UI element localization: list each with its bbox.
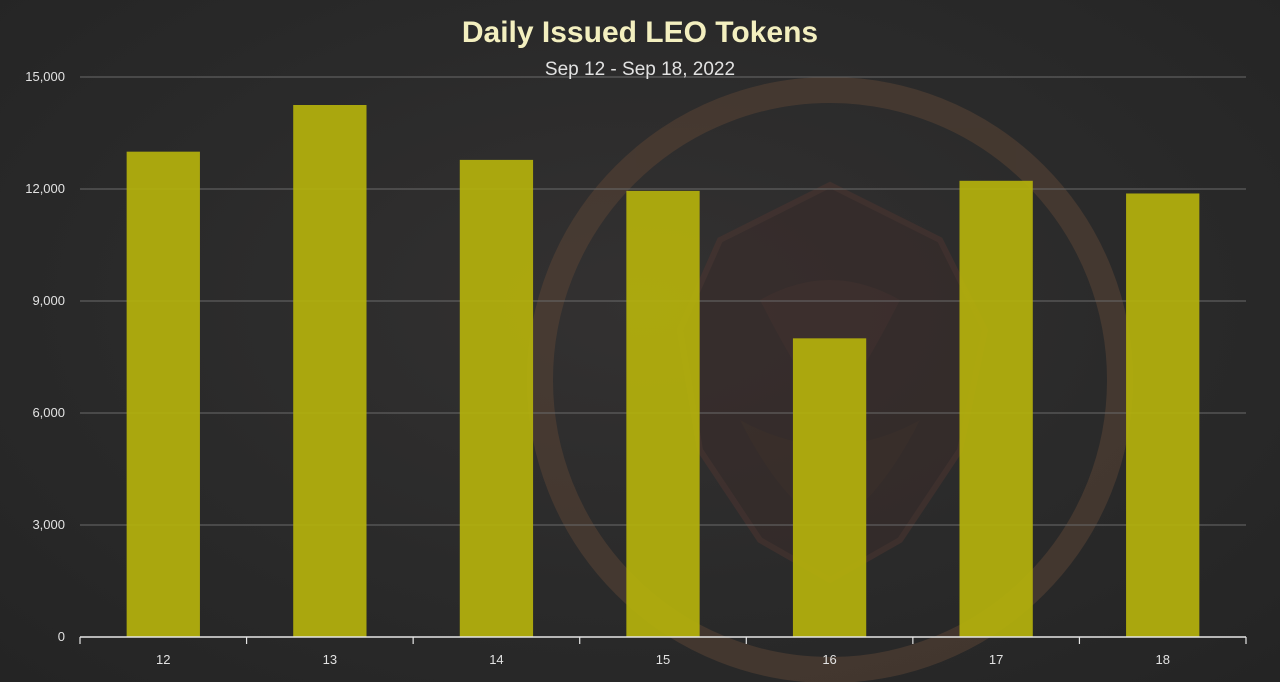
bar: [126, 151, 200, 637]
y-tick-label: 15,000: [25, 69, 65, 84]
x-tick-label: 15: [656, 652, 670, 667]
chart-subtitle: Sep 12 - Sep 18, 2022: [545, 59, 735, 80]
y-tick-label: 6,000: [32, 405, 65, 420]
axes: 0 3,000 6,000 9,000 12,000 15,000 12 13 14 15 16 17…: [25, 69, 1247, 667]
x-tick-label: 18: [1155, 652, 1169, 667]
y-tick-label: 0: [58, 629, 65, 644]
chart-title: Daily Issued LEO Tokens: [462, 16, 818, 49]
x-tick-label: 17: [989, 652, 1003, 667]
x-tick-label: 14: [489, 652, 503, 667]
bar: [459, 159, 534, 637]
bar: [1126, 193, 1200, 638]
y-tick-label: 3,000: [32, 517, 65, 532]
bar: [293, 105, 367, 637]
bar: [626, 190, 700, 637]
bar: [959, 180, 1033, 637]
y-tick-label: 12,000: [25, 181, 65, 196]
x-tick-label: 12: [156, 652, 170, 667]
bar: [792, 338, 867, 637]
bars: [126, 105, 1200, 638]
x-tick-label: 16: [822, 652, 836, 667]
x-tick-label: 13: [323, 652, 337, 667]
y-tick-label: 9,000: [32, 293, 65, 308]
